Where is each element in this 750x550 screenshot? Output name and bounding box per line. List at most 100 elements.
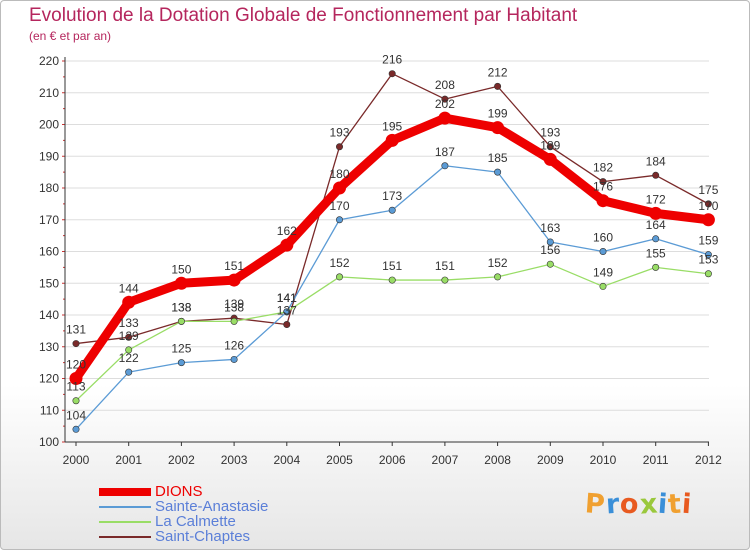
data-point xyxy=(72,425,80,433)
data-label: 202 xyxy=(435,97,455,111)
legend-swatch xyxy=(99,536,151,538)
data-label: 129 xyxy=(119,329,139,343)
legend-swatch xyxy=(99,488,151,496)
data-label: 113 xyxy=(66,380,85,394)
data-label: 138 xyxy=(171,300,191,314)
data-point xyxy=(335,216,343,224)
data-label: 133 xyxy=(119,316,139,330)
data-label: 173 xyxy=(382,189,402,203)
data-point xyxy=(283,321,291,329)
data-point xyxy=(546,143,554,151)
data-label: 185 xyxy=(488,151,508,165)
data-point xyxy=(441,162,449,170)
logo-letter: P xyxy=(583,488,607,521)
series-layer xyxy=(69,70,715,433)
data-label: 180 xyxy=(329,167,349,181)
data-label: 122 xyxy=(119,351,139,365)
data-label: 141 xyxy=(277,291,297,305)
data-point xyxy=(333,181,346,195)
data-point xyxy=(441,95,449,103)
data-label: 208 xyxy=(435,78,455,92)
data-label: 126 xyxy=(224,338,244,352)
y-tick-label: 110 xyxy=(40,403,59,417)
data-point xyxy=(491,121,505,135)
data-point xyxy=(599,282,607,290)
data-label: 144 xyxy=(119,281,139,295)
x-tick-label: 2009 xyxy=(537,453,564,467)
data-point xyxy=(388,276,396,284)
x-tick-label: 2012 xyxy=(695,453,722,467)
legend-label: Saint-Chaptes xyxy=(155,528,251,545)
data-point xyxy=(283,308,291,316)
y-tick-label: 190 xyxy=(39,149,59,163)
data-point xyxy=(649,206,663,220)
data-label: 138 xyxy=(224,300,244,314)
data-point xyxy=(704,251,712,259)
data-label: 149 xyxy=(593,265,613,279)
data-point xyxy=(494,168,502,176)
x-tick-label: 2006 xyxy=(379,453,406,467)
y-tick-label: 210 xyxy=(39,86,59,100)
data-point xyxy=(280,238,294,252)
axis-layer: 100 110 120 130 140 150 160 170 180 190 200 210 220 2… xyxy=(39,54,722,467)
x-tick-label: 2005 xyxy=(326,453,353,467)
data-label: 170 xyxy=(698,199,718,213)
legend-label: Sainte-Anastasie xyxy=(155,498,269,515)
data-label: 156 xyxy=(540,243,560,257)
logo-letter: x xyxy=(638,488,660,521)
x-tick-label: 2003 xyxy=(221,453,248,467)
data-point xyxy=(69,372,83,385)
data-point xyxy=(494,273,502,281)
data-point xyxy=(72,397,80,405)
data-point xyxy=(125,346,133,354)
data-label: 193 xyxy=(540,126,560,140)
data-label: 170 xyxy=(329,199,349,213)
data-point xyxy=(125,368,133,376)
data-label: 175 xyxy=(698,183,718,197)
data-point xyxy=(438,111,452,125)
data-label: 131 xyxy=(66,323,86,337)
proxiti-logo: Proxiti xyxy=(583,488,694,521)
legend-swatch xyxy=(99,521,151,523)
data-point xyxy=(385,133,399,147)
y-tick-label: 200 xyxy=(39,118,59,132)
data-label: 199 xyxy=(488,107,508,121)
data-label: 172 xyxy=(646,192,666,206)
data-label: 155 xyxy=(646,246,666,260)
data-point xyxy=(546,260,554,268)
y-tick-label: 220 xyxy=(39,54,59,68)
data-label: 193 xyxy=(329,126,349,140)
legend-swatch xyxy=(99,506,151,508)
y-tick-label: 100 xyxy=(39,435,59,449)
x-tick-label: 2007 xyxy=(432,453,459,467)
y-tick-label: 180 xyxy=(39,181,59,195)
data-label: 150 xyxy=(171,262,191,276)
data-label: 184 xyxy=(646,154,666,168)
data-point xyxy=(494,82,502,90)
x-tick-label: 2008 xyxy=(484,453,511,467)
data-point xyxy=(388,206,396,214)
data-label-layer: 120 144 150 151 162 180 195 202 199 189 176 172 170 1… xyxy=(66,53,719,423)
data-label: 104 xyxy=(66,408,86,422)
data-point xyxy=(599,248,607,256)
data-label: 160 xyxy=(593,231,613,245)
data-label: 152 xyxy=(488,256,508,270)
data-label: 153 xyxy=(698,253,718,267)
data-label: 151 xyxy=(382,259,402,273)
data-label: 137 xyxy=(277,304,297,318)
data-point xyxy=(704,200,712,208)
y-tick-label: 160 xyxy=(39,245,59,259)
data-point xyxy=(599,178,607,186)
data-point xyxy=(177,359,185,367)
data-point xyxy=(652,171,660,179)
x-tick-label: 2000 xyxy=(63,453,90,467)
data-label: 212 xyxy=(488,65,508,79)
x-tick-label: 2011 xyxy=(643,453,669,467)
x-tick-label: 2004 xyxy=(273,453,300,467)
data-label: 189 xyxy=(540,138,560,152)
data-point xyxy=(546,238,554,246)
data-point xyxy=(230,355,238,363)
data-point xyxy=(543,152,557,166)
